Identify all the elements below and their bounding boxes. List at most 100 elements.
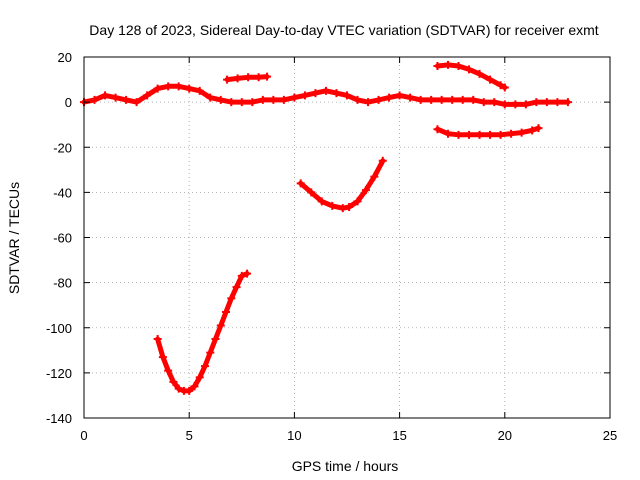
data-point bbox=[164, 82, 173, 91]
data-point bbox=[206, 348, 215, 357]
data-point bbox=[370, 172, 379, 181]
data-point bbox=[338, 204, 347, 213]
data-point bbox=[353, 95, 362, 104]
data-point bbox=[254, 73, 263, 82]
x-tick-label: 10 bbox=[287, 428, 301, 443]
data-point bbox=[361, 186, 370, 195]
series bbox=[433, 124, 543, 139]
data-point bbox=[458, 95, 467, 104]
data-point bbox=[353, 197, 362, 206]
data-point bbox=[534, 124, 543, 133]
data-point bbox=[343, 91, 351, 100]
data-point bbox=[345, 203, 354, 212]
data-point bbox=[307, 188, 316, 197]
y-tick-label: -20 bbox=[53, 140, 72, 155]
data-point bbox=[223, 75, 232, 84]
data-point bbox=[216, 321, 225, 330]
data-point bbox=[378, 156, 387, 165]
data-point bbox=[406, 93, 415, 102]
data-point bbox=[563, 98, 572, 107]
data-point bbox=[496, 130, 505, 139]
data-point bbox=[263, 72, 272, 81]
data-point bbox=[500, 100, 509, 109]
y-tick-label: 20 bbox=[58, 50, 72, 65]
y-tick-label: -120 bbox=[46, 366, 72, 381]
series bbox=[153, 269, 252, 395]
data-point bbox=[169, 377, 178, 386]
x-tick-label: 25 bbox=[603, 428, 617, 443]
data-point bbox=[185, 84, 194, 93]
data-point bbox=[385, 93, 394, 102]
data-point bbox=[479, 98, 488, 107]
series bbox=[296, 156, 387, 213]
data-point bbox=[542, 98, 551, 107]
series bbox=[223, 72, 272, 84]
data-point bbox=[465, 130, 474, 139]
data-point bbox=[200, 362, 209, 371]
data-point bbox=[158, 353, 167, 362]
data-point bbox=[465, 65, 474, 74]
data-point bbox=[469, 95, 478, 104]
y-tick-label: -100 bbox=[46, 321, 72, 336]
y-tick-label: 0 bbox=[65, 95, 72, 110]
data-point bbox=[153, 84, 162, 93]
x-tick-label: 15 bbox=[392, 428, 406, 443]
data-point bbox=[290, 93, 299, 102]
data-point bbox=[174, 384, 183, 393]
data-point bbox=[490, 98, 499, 107]
data-point bbox=[174, 82, 183, 91]
data-point bbox=[332, 89, 341, 98]
data-point bbox=[374, 95, 383, 104]
data-point bbox=[222, 307, 231, 316]
data-point bbox=[448, 95, 457, 104]
data-point bbox=[185, 386, 194, 395]
data-point bbox=[364, 98, 373, 107]
data-point bbox=[258, 95, 267, 104]
y-tick-label: -80 bbox=[53, 276, 72, 291]
data-point bbox=[475, 130, 484, 139]
x-axis-label: GPS time / hours bbox=[292, 458, 399, 474]
grid bbox=[84, 57, 610, 418]
data-point bbox=[101, 91, 110, 100]
x-tick-label: 20 bbox=[498, 428, 512, 443]
data-point bbox=[164, 366, 173, 375]
data-point bbox=[328, 201, 337, 210]
data-point bbox=[143, 91, 152, 100]
series-line bbox=[155, 271, 250, 394]
data-point bbox=[317, 197, 326, 206]
data-point bbox=[190, 382, 199, 391]
series bbox=[433, 60, 509, 92]
x-tick-label: 5 bbox=[186, 428, 193, 443]
chart-title: Day 128 of 2023, Sidereal Day-to-day VTE… bbox=[89, 22, 598, 38]
data-point bbox=[321, 86, 330, 95]
data-point bbox=[532, 98, 541, 107]
y-tick-label: -140 bbox=[46, 411, 72, 426]
data-point bbox=[90, 95, 99, 104]
x-tick-label: 0 bbox=[80, 428, 87, 443]
data-point bbox=[433, 125, 442, 134]
data-point bbox=[521, 100, 530, 109]
data-point bbox=[227, 294, 236, 303]
data-point bbox=[279, 95, 288, 104]
data-point bbox=[486, 75, 495, 84]
data-point bbox=[427, 95, 436, 104]
data-point bbox=[311, 89, 320, 98]
data-point bbox=[132, 98, 141, 107]
data-point bbox=[122, 95, 131, 104]
data-point bbox=[237, 98, 246, 107]
data-point bbox=[517, 128, 526, 137]
data-point bbox=[296, 179, 305, 188]
data-point bbox=[528, 126, 537, 135]
data-point bbox=[243, 269, 252, 278]
data-point bbox=[195, 373, 204, 382]
data-point bbox=[443, 129, 452, 138]
data-point bbox=[511, 100, 520, 109]
y-axis-label: SDTVAR / TECUs bbox=[6, 182, 22, 294]
y-tick-label: -60 bbox=[53, 231, 72, 246]
data-point bbox=[232, 283, 241, 292]
data-point bbox=[153, 335, 162, 344]
data-point bbox=[433, 62, 442, 71]
data-point bbox=[206, 93, 215, 102]
data-point bbox=[454, 62, 463, 71]
